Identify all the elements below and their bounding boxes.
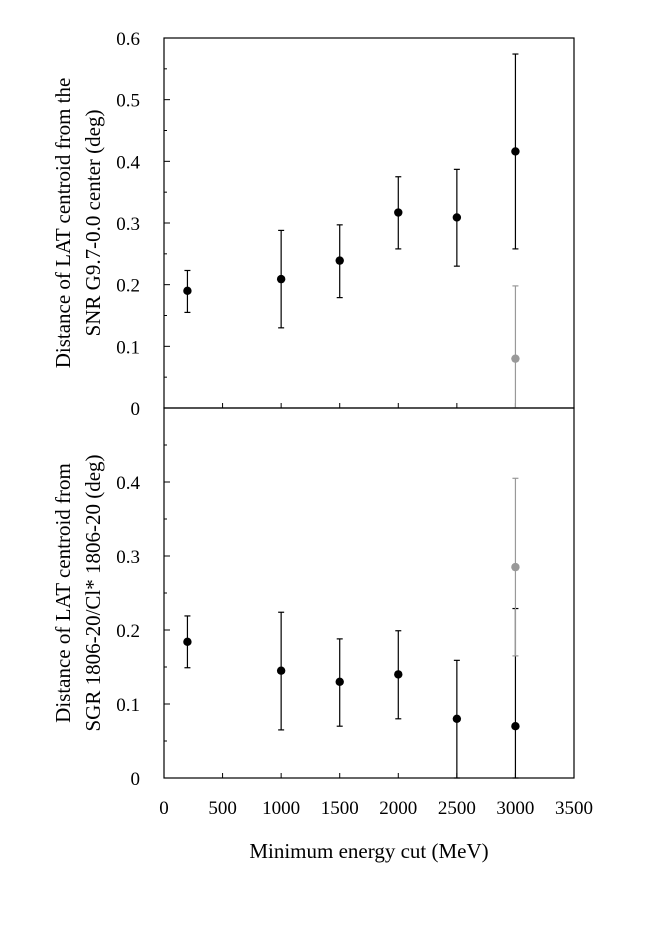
data-point: [394, 208, 403, 217]
series-0: [183, 53, 520, 329]
y-tick-label: 0.6: [116, 29, 140, 50]
y-tick-label: 0.2: [116, 276, 140, 297]
y-tick-label: 0.1: [116, 695, 140, 716]
x-tick-label: 2000: [379, 798, 417, 819]
x-tick-label: 1500: [321, 798, 359, 819]
data-point: [335, 677, 344, 686]
y-tick-label: 0.2: [116, 621, 140, 642]
plot-frame: [163, 407, 575, 779]
y-tick-label: 0.5: [116, 91, 140, 112]
series-1: [511, 285, 520, 409]
x-tick-label: 0: [159, 798, 169, 819]
plot-frame: [163, 37, 575, 409]
y-tick-label: 0.3: [116, 214, 140, 235]
y-tick-label: 0.4: [116, 152, 140, 173]
x-tick-label: 2500: [438, 798, 476, 819]
data-point: [511, 147, 520, 156]
y-tick-label: 0.4: [116, 473, 140, 494]
top-panel: 0 0.1 0.2 0.3 0.4 0.5 0.6 Distance of LAT centr…: [51, 29, 575, 420]
x-tick-label: 500: [208, 798, 237, 819]
bottom-panel: 0 0.1 0.2 0.3 0.4 0 500 1000 1500 2000 2500 3000 350…: [51, 407, 593, 819]
data-point: [276, 666, 286, 675]
y-tick-label: 0.3: [116, 547, 140, 568]
y-axis-title-line: Distance of LAT centroid from the: [51, 78, 75, 369]
y-tick-label: 0: [131, 399, 141, 420]
x-tick-label: 3500: [555, 798, 593, 819]
y-axis-title-line: Distance of LAT centroid from: [51, 463, 75, 723]
y-tick-label: 0.1: [116, 337, 140, 358]
y-axis-title-line: SNR G9.7-0.0 center (deg): [81, 110, 105, 337]
y-tick-label: 0: [131, 769, 141, 790]
series-1: [511, 477, 520, 657]
data-point: [183, 286, 192, 296]
x-axis-title: Minimum energy cut (MeV): [249, 839, 488, 863]
data-point: [335, 256, 344, 265]
data-point: [394, 670, 403, 679]
data-point: [452, 213, 462, 222]
x-tick-label: 3000: [496, 798, 534, 819]
data-point: [276, 274, 286, 284]
data-point: [511, 722, 520, 731]
data-point: [183, 637, 192, 647]
x-tick-label: 1000: [262, 798, 300, 819]
data-point: [511, 354, 520, 363]
data-point: [511, 562, 520, 572]
data-point: [452, 714, 462, 723]
series-0: [183, 607, 520, 779]
y-axis-title-line: SGR 1806-20/Cl* 1806-20 (deg): [81, 454, 105, 731]
